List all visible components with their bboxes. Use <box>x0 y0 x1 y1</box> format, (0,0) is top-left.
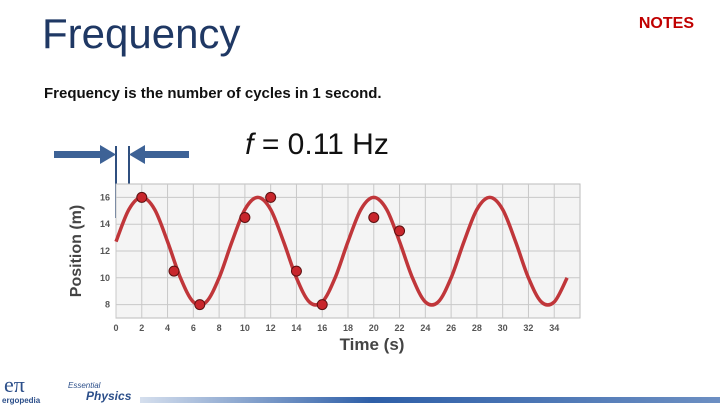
x-tick-label: 0 <box>113 323 118 333</box>
data-point <box>394 225 406 237</box>
data-point <box>136 191 148 203</box>
logo: eπ ergopedia Essential Physics <box>2 372 132 405</box>
y-tick-label: 14 <box>100 219 110 229</box>
x-tick-label: 12 <box>266 323 276 333</box>
data-point <box>239 212 251 223</box>
formula: f = 0.11 Hz <box>245 128 389 161</box>
x-tick-label: 16 <box>317 323 327 333</box>
x-tick-label: 2 <box>139 323 144 333</box>
data-point <box>368 212 380 223</box>
x-tick-label: 28 <box>472 323 482 333</box>
slide-title: Frequency <box>42 10 240 57</box>
logo-series-bottom: Physics <box>86 389 132 403</box>
x-tick-label: 30 <box>498 323 508 333</box>
footer-band <box>140 397 720 403</box>
definition: Frequency is the number of cycles in 1 s… <box>44 85 382 102</box>
logo-series-top: Essential <box>68 381 101 390</box>
chart: 0 2 4 6 8 10 12 14 16 18 20 22 24 26 28 30 32 34810121416… <box>68 183 581 354</box>
logo-name: ergopedia <box>2 396 41 405</box>
x-tick-label: 18 <box>343 323 353 333</box>
y-axis-label: Position (m) <box>68 205 85 297</box>
y-tick-label: 10 <box>100 273 110 283</box>
data-point <box>168 265 180 277</box>
y-tick-label: 8 <box>105 300 110 310</box>
data-point <box>194 299 206 311</box>
data-point <box>316 299 328 311</box>
formula-rest: = 0.11 Hz <box>253 128 388 161</box>
x-tick-label: 20 <box>369 323 379 333</box>
y-tick-label: 12 <box>100 246 110 256</box>
x-tick-label: 32 <box>523 323 533 333</box>
notes-label[interactable]: NOTES <box>639 15 694 32</box>
x-tick-label: 26 <box>446 323 456 333</box>
data-point <box>290 265 302 277</box>
x-tick-label: 14 <box>291 323 301 333</box>
data-line <box>114 195 569 307</box>
x-tick-label: 8 <box>217 323 222 333</box>
x-tick-label: 4 <box>165 323 170 333</box>
x-tick-label: 24 <box>420 323 430 333</box>
data-point <box>265 191 277 203</box>
x-tick-label: 22 <box>395 323 405 333</box>
logo-mark: eπ <box>4 372 25 397</box>
x-tick-label: 34 <box>549 323 559 333</box>
x-tick-label: 6 <box>191 323 196 333</box>
x-axis-label: Time (s) <box>340 335 405 354</box>
formula-symbol: f <box>245 128 256 161</box>
y-tick-label: 16 <box>100 192 110 202</box>
x-tick-label: 10 <box>240 323 250 333</box>
